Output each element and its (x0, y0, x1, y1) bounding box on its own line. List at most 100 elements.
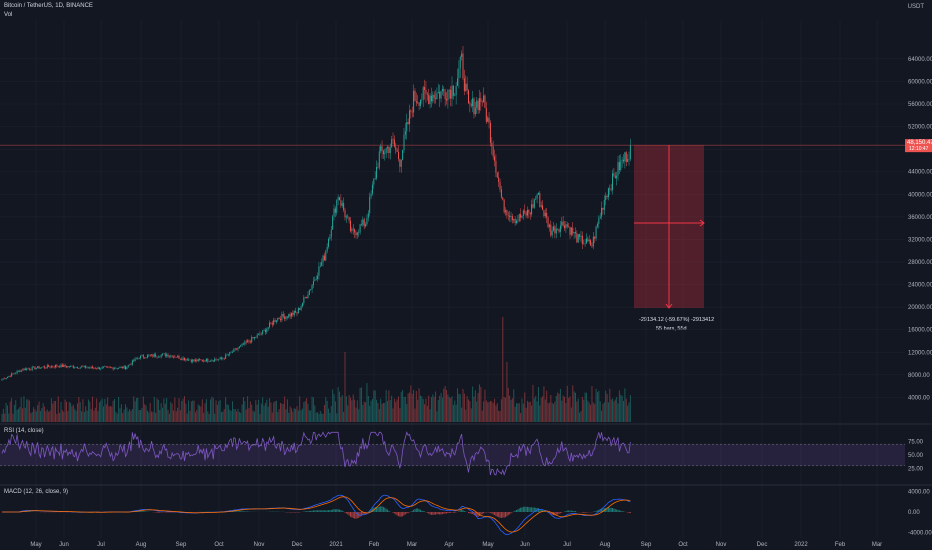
symbol-title[interactable]: Bitcoin / TetherUS, 1D, BINANCE (4, 3, 93, 9)
candle-body (196, 359, 198, 362)
macd-hist-bar (376, 506, 378, 512)
volume-bar (119, 408, 121, 422)
volume-bar (387, 400, 389, 422)
time-axis[interactable]: May Jun Jul Aug Sep Oct Nov Dec 2021 Feb Mar Apr May… (30, 542, 882, 548)
candle-body (247, 340, 249, 343)
candle-body (561, 221, 563, 226)
candle-body (580, 235, 582, 237)
volume-bar (233, 409, 235, 422)
macd-hist-bar (360, 512, 362, 516)
volume-bar (366, 383, 368, 422)
candle-body (63, 364, 65, 367)
candle-body (349, 220, 351, 232)
candle-body (16, 371, 18, 374)
volume-bar (528, 402, 530, 422)
measure-tool[interactable] (634, 145, 705, 309)
volume-bar (588, 402, 590, 422)
candle-body (581, 235, 583, 245)
candle-body (79, 367, 81, 369)
volume-bar (550, 394, 552, 422)
time-tick-label: Oct (214, 542, 224, 548)
macd-hist-bar (140, 511, 142, 512)
time-tick-label: Aug (136, 542, 147, 548)
macd-hist-bar (377, 506, 379, 512)
volume-bar (547, 403, 549, 422)
volume-bar (65, 401, 67, 422)
volume-bar (226, 404, 228, 422)
macd-hist-bar (506, 512, 508, 517)
candle-body (9, 375, 11, 377)
macd-hist-bar (138, 511, 140, 512)
macd-hist-bar (426, 512, 428, 513)
volume-bar (510, 399, 512, 422)
volume-bar (315, 412, 317, 422)
macd-hist-bar (413, 509, 415, 512)
volume-bar (173, 410, 174, 422)
candle-body (237, 348, 239, 350)
volume-bar (28, 400, 30, 422)
volume-bar (491, 401, 493, 422)
volume-bar (536, 401, 538, 422)
volume-bar (418, 388, 420, 422)
macd-hist-bar (392, 512, 394, 513)
candle-body (255, 336, 257, 338)
candle-body (295, 310, 297, 313)
candle-body (356, 232, 358, 236)
volume-bar (370, 400, 372, 422)
candle-body (625, 152, 627, 162)
volume-bar (126, 407, 128, 422)
candle-body (303, 297, 305, 304)
volume-bar (378, 409, 380, 422)
volume-bar (30, 413, 32, 422)
volume-bar (440, 392, 442, 422)
candle-body (107, 366, 109, 368)
volume-bar (27, 399, 29, 422)
candle-body (599, 216, 601, 219)
volume-bar (241, 404, 243, 422)
candle-body (459, 56, 461, 69)
candle-body (308, 290, 310, 296)
candle-body (269, 322, 271, 328)
macd-hist-bar (521, 507, 523, 512)
volume-bar (234, 408, 236, 422)
measure-line1: -29134.12 (-59.67%) -2913412 (639, 317, 715, 323)
candle-body (251, 337, 253, 343)
volume-bar (22, 408, 24, 422)
volume-bar (157, 399, 159, 422)
candle-body (112, 367, 114, 370)
volume-bar (483, 401, 485, 422)
macd-hist-bar (419, 509, 421, 512)
candle-body (103, 366, 105, 368)
volume-label[interactable]: Vol (4, 12, 13, 18)
candle-body (115, 368, 117, 369)
candle-body (510, 216, 512, 218)
volume-bar (365, 402, 367, 422)
candle-body (131, 360, 133, 365)
volume-bar (207, 411, 209, 422)
currency-label[interactable]: USDT (907, 4, 924, 10)
candle-body (404, 131, 406, 135)
volume-bar (505, 397, 507, 422)
candle-body (105, 366, 107, 368)
volume-bar (237, 408, 239, 422)
volume-bar (520, 413, 522, 422)
candle-body (528, 209, 530, 213)
candle-body (389, 147, 391, 154)
candle-body (152, 354, 154, 357)
candle-body (474, 107, 476, 115)
candle-body (557, 228, 559, 230)
volume-bar (577, 398, 579, 422)
rsi-title[interactable]: RSI (14, close) (4, 428, 44, 434)
candle-body (93, 367, 95, 369)
macd-hist-bar (489, 512, 491, 513)
macd-hist-bar (231, 511, 233, 512)
volume-bar (332, 389, 334, 422)
price-tick-label: 12000.00 (908, 350, 932, 356)
macd-hist-bar (509, 512, 511, 515)
macd-hist-bar (241, 511, 243, 512)
price-axis[interactable]: 64000.0060000.0056000.0052000.0048000.00… (908, 57, 932, 402)
volume-bar (413, 389, 415, 422)
macd-hist-bar (325, 510, 327, 512)
volume-bar (544, 399, 546, 422)
